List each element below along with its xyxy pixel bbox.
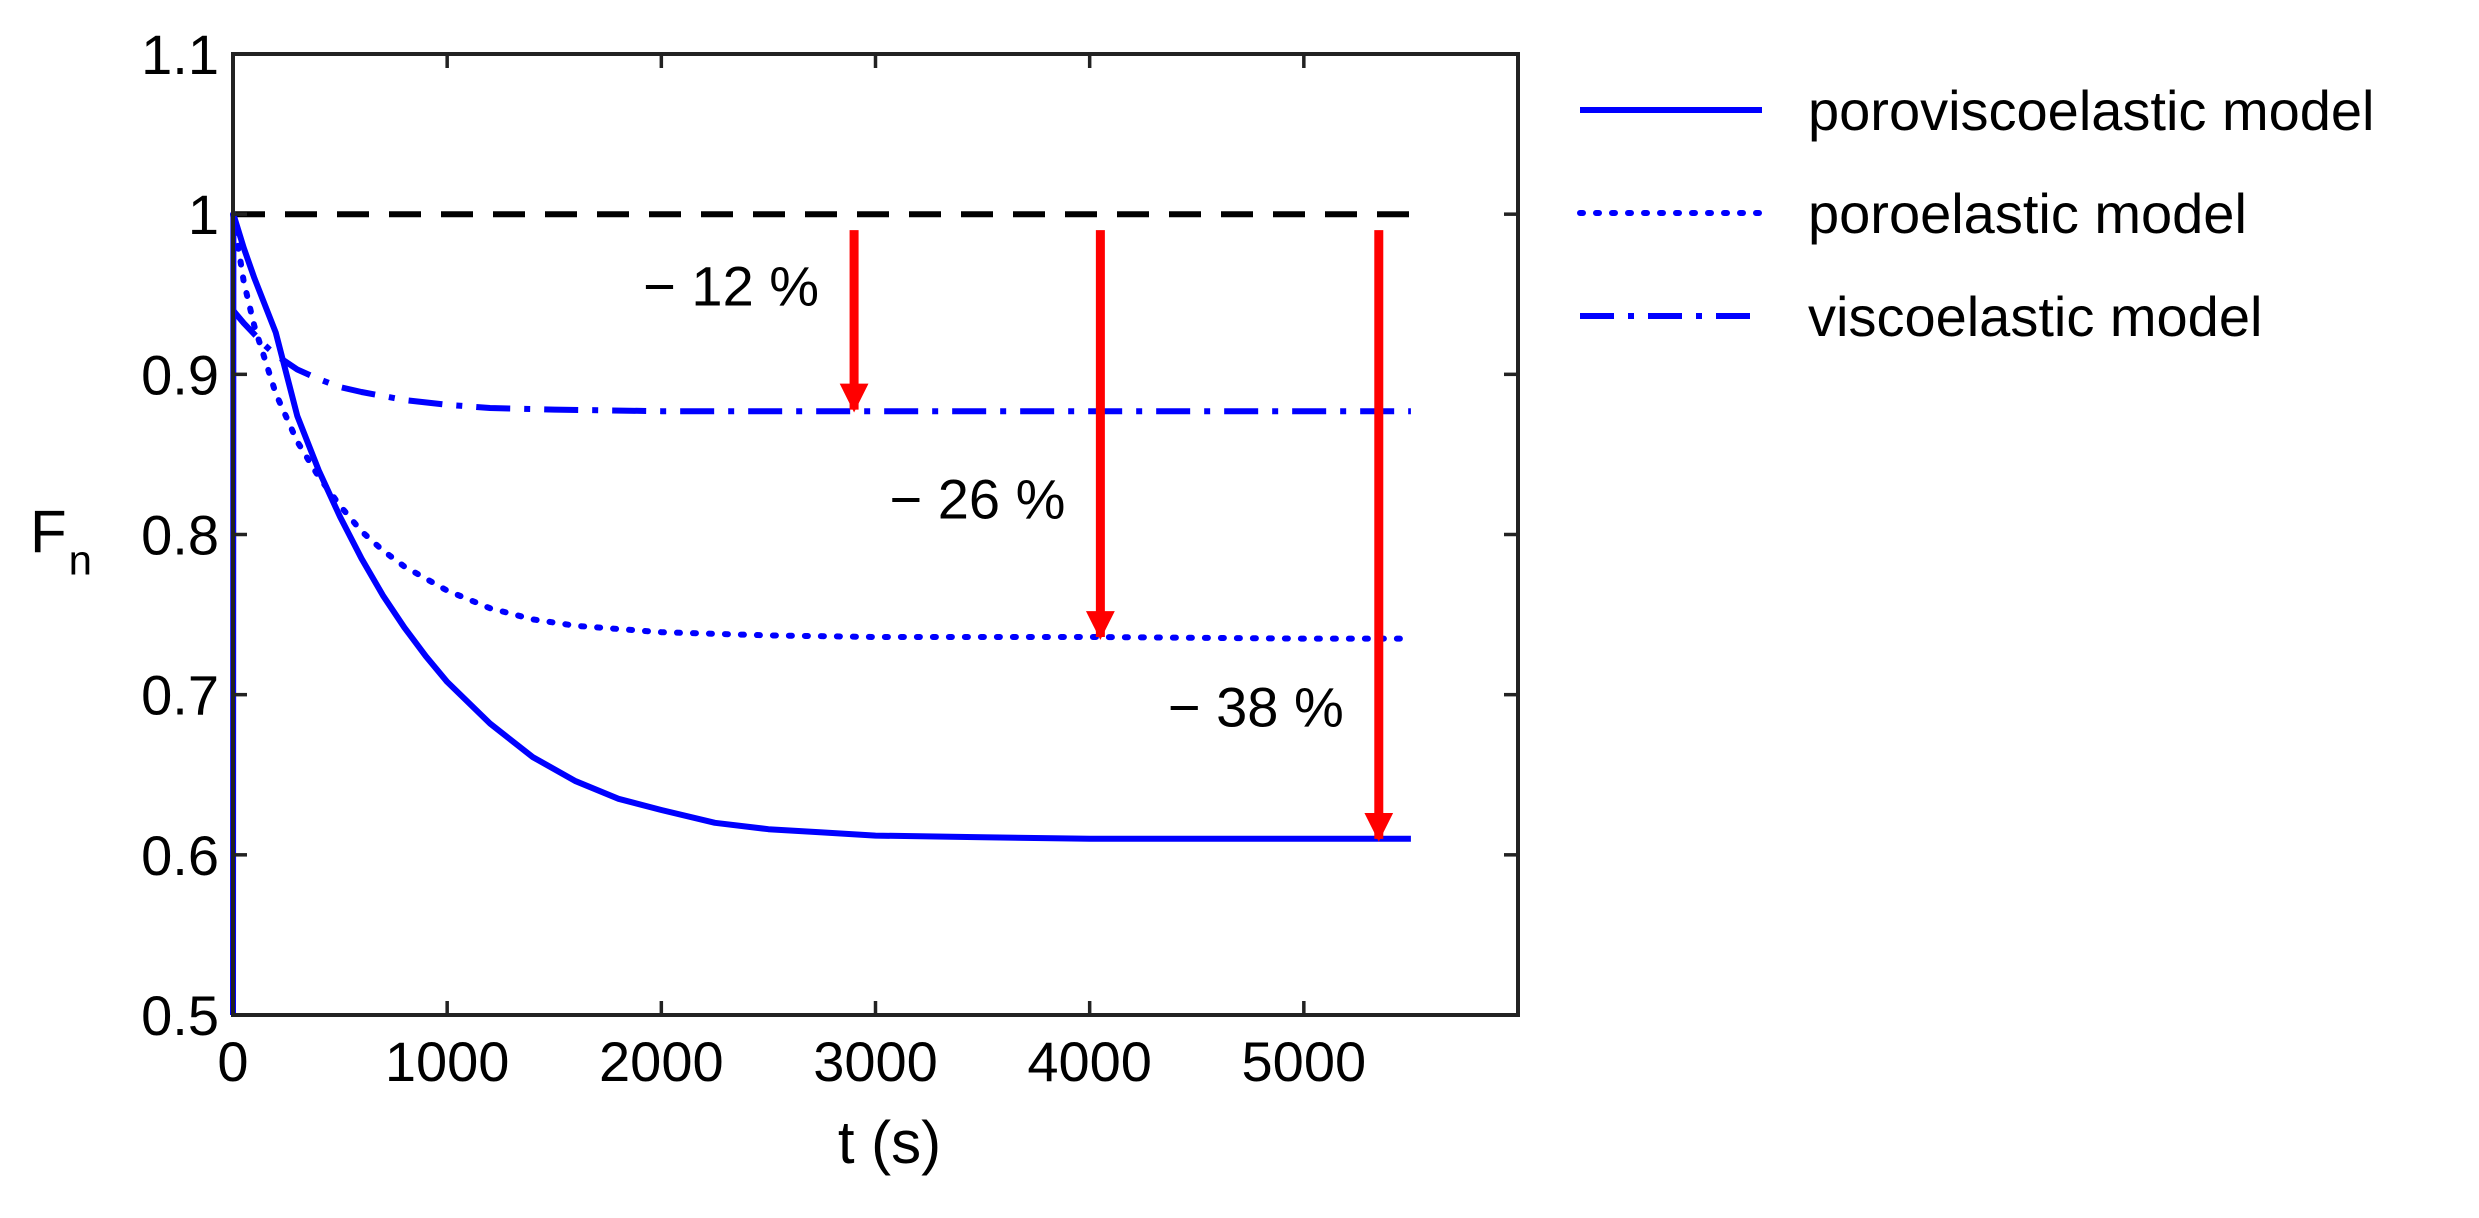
y-tick-label: 0.7 xyxy=(141,664,219,727)
y-tick-label: 1 xyxy=(188,183,219,246)
x-tick-label: 0 xyxy=(217,1030,248,1093)
y-tick-label: 0.5 xyxy=(141,984,219,1047)
y-tick-label: 0.9 xyxy=(141,343,219,406)
legend-label: viscoelastic model xyxy=(1808,285,2262,348)
y-tick-label: 0.8 xyxy=(141,504,219,567)
x-tick-label: 1000 xyxy=(385,1030,510,1093)
annotation-label: − 12 % xyxy=(643,254,819,317)
x-tick-label: 2000 xyxy=(599,1030,724,1093)
legend: poroviscoelastic model poroelastic model v… xyxy=(1577,79,2374,348)
series-line-poroviscoelastic-model xyxy=(230,211,1411,1016)
legend-label: poroelastic model xyxy=(1808,182,2247,245)
y-tick-label: 0.6 xyxy=(141,824,219,887)
series-layer xyxy=(230,211,1414,1016)
annotation-label: − 26 % xyxy=(889,467,1065,530)
x-tick-label: 4000 xyxy=(1027,1030,1152,1093)
y-axis-title-subscript: n xyxy=(69,537,92,584)
x-tick-label: 5000 xyxy=(1242,1030,1367,1093)
series-line-viscoelastic-model xyxy=(230,308,1411,415)
x-axis-title: t (s) xyxy=(838,1109,941,1176)
series-line-poroelastic-model xyxy=(230,211,1414,642)
annotation-layer: − 12 % − 26 % − 38 % xyxy=(643,230,1394,842)
plot-frame xyxy=(231,52,1520,1017)
tick-layer: 0 1000 2000 3000 4000 5000 0.5 0.6 0.7 0.8 0.9 1 1.1 xyxy=(141,23,1518,1093)
y-tick-label: 1.1 xyxy=(141,23,219,86)
legend-label: poroviscoelastic model xyxy=(1808,79,2374,142)
y-axis-title: Fn xyxy=(30,499,92,584)
annotation-label: − 38 % xyxy=(1168,676,1344,739)
x-tick-label: 3000 xyxy=(813,1030,938,1093)
y-axis-title-main: F xyxy=(30,499,67,566)
